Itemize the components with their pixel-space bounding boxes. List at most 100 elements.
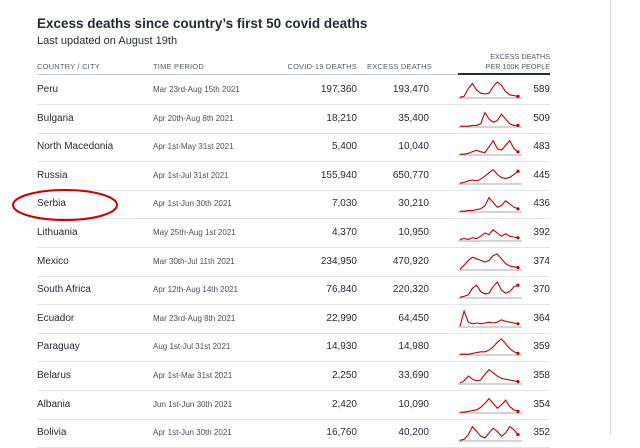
excess-per100k-cell: 436 [533,198,550,210]
table-row[interactable]: South Africa Apr 12th-Aug 14th 2021 76,840… [37,276,550,306]
country-cell: Bolivia [37,427,67,439]
country-cell: North Macedonia [37,141,114,153]
sparkline-path [460,139,519,155]
page-right-border [610,0,611,434]
table-row[interactable]: Mexico Mar 30th-Jul 11th 2021 234,950 470,9… [37,248,550,277]
country-cell: Belarus [37,370,71,381]
header-covid-deaths[interactable]: COVID-19 DEATHS [287,62,357,71]
header-excess-per100k-line1: EXCESS DEATHS [490,52,550,61]
excess-deaths-sparkline [458,281,522,299]
table-row[interactable]: Serbia Apr 1st-Jun 30th 2021 7,030 30,210 43… [37,190,550,220]
table-row[interactable]: Paraguay Aug 1st-Jul 31st 2021 14,930 14,98… [37,333,550,363]
excess-deaths-sparkline [458,338,522,356]
sparkline-path [459,425,519,441]
excess-deaths-sparkline [458,168,522,185]
excess-deaths-cell: 14,980 [398,341,429,353]
header-excess-per100k[interactable]: EXCESS DEATHS PER 100K PEOPLE [458,52,550,72]
sparkline-end-dot [516,321,520,326]
covid-deaths-cell: 4,370 [331,227,357,238]
sparkline-path [460,338,519,356]
excess-deaths-cell: 650,770 [392,169,429,181]
time-period-cell: Apr 1st-Jul 31st 2021 [153,170,229,180]
excess-deaths-cell: 64,450 [398,312,429,324]
sparkline-end-dot [516,207,520,211]
excess-deaths-sparkline [458,197,522,213]
excess-deaths-cell: 193,470 [392,84,429,95]
header-excess-deaths[interactable]: EXCESS DEATHS [367,62,432,71]
excess-per100k-cell: 589 [533,84,550,95]
excess-deaths-cell: 10,040 [398,141,429,153]
sparkline-end-dot [516,380,520,384]
table-row[interactable]: Ecuador Mar 23rd-Aug 8th 2021 22,990 64,450… [37,305,550,334]
header-excess-per100k-line2: PER 100K PEOPLE [485,62,550,71]
excess-per100k-cell: 359 [533,341,550,353]
covid-deaths-cell: 234,950 [320,255,357,267]
table-row[interactable]: North Macedonia Apr 1st-May 31st 2021 5,40… [37,133,550,163]
sparkline-path [459,81,519,98]
excess-deaths-cell: 470,920 [392,255,429,267]
excess-per100k-cell: 445 [533,169,550,181]
sort-indicator [458,73,550,75]
time-period-cell: Aug 1st-Jul 31st 2021 [153,342,231,352]
table-row[interactable]: Belarus Apr 1st-Mar 31st 2021 2,250 33,690 3… [37,362,550,391]
excess-per100k-cell: 364 [533,312,550,324]
country-cell: Albania [37,398,71,410]
table-row[interactable]: Albania Jun 1st-Jun 30th 2021 2,420 10,090 3… [37,391,550,420]
country-cell: Peru [37,84,59,95]
excess-deaths-sparkline [458,139,522,156]
excess-deaths-cell: 40,200 [398,427,429,439]
page-title: Excess deaths since country’s first 50 c… [37,16,368,31]
excess-per100k-cell: 352 [533,427,550,439]
excess-deaths-sparkline [458,309,522,328]
covid-deaths-cell: 155,940 [320,169,357,181]
excess-deaths-sparkline [458,110,522,127]
excess-deaths-cell: 35,400 [398,112,429,124]
country-cell: Ecuador [37,312,75,324]
covid-deaths-cell: 5,400 [331,141,357,153]
time-period-cell: Jun 1st-Jun 30th 2021 [153,399,233,409]
sparkline-path [460,397,519,413]
table-row[interactable]: Russia Apr 1st-Jul 31st 2021 155,940 650,77… [37,162,550,191]
excess-per100k-cell: 509 [533,112,550,124]
excess-deaths-cell: 33,690 [398,370,429,381]
excess-per100k-cell: 392 [533,227,550,238]
sparkline-path [459,168,519,184]
sparkline-end-dot [516,283,520,287]
covid-deaths-cell: 14,930 [326,341,357,353]
time-period-cell: Mar 30th-Jul 11th 2021 [153,256,235,266]
country-cell: Bulgaria [37,112,74,124]
excess-deaths-cell: 10,950 [398,227,429,238]
sparkline-path [459,368,519,384]
excess-per100k-cell: 374 [533,255,550,267]
excess-deaths-sparkline [458,81,522,99]
excess-deaths-sparkline [458,368,522,385]
header-divider [37,74,550,75]
excess-per100k-cell: 483 [533,141,550,153]
sparkline-path [459,229,519,240]
country-cell: Lithuania [37,227,78,238]
excess-deaths-sparkline [458,229,522,242]
excess-per100k-cell: 370 [533,284,550,296]
table-row[interactable]: Bulgaria Apr 20th-Aug 8th 2021 18,210 35,40… [37,105,550,134]
header-period[interactable]: TIME PERIOD [153,62,204,71]
sparkline-end-dot [516,123,520,127]
country-cell: Serbia [37,198,66,210]
time-period-cell: Apr 1st-Jun 30th 2021 [153,428,232,438]
country-cell: South Africa [37,284,91,296]
header-country[interactable]: COUNTRY / CITY [37,62,100,71]
covid-deaths-cell: 7,030 [331,198,357,210]
time-period-cell: Mar 23rd-Aug 8th 2021 [153,313,236,323]
table-row[interactable]: Lithuania May 25th-Aug 1st 2021 4,370 10,95… [37,219,550,248]
country-cell: Russia [37,169,68,181]
covid-deaths-cell: 197,360 [320,84,357,95]
time-period-cell: Apr 1st-May 31st 2021 [153,142,234,152]
sparkline-path [459,252,519,270]
excess-deaths-sparkline [458,252,522,270]
table-row[interactable]: Peru Mar 23rd-Aug 15th 2021 197,360 193,470… [37,76,550,105]
time-period-cell: Apr 1st-Jun 30th 2021 [153,199,232,209]
sparkline-end-dot [516,409,520,413]
sparkline-end-dot [516,236,520,240]
sparkline-end-dot [516,94,520,98]
covid-deaths-cell: 22,990 [326,312,357,324]
sparkline-path [459,309,519,327]
